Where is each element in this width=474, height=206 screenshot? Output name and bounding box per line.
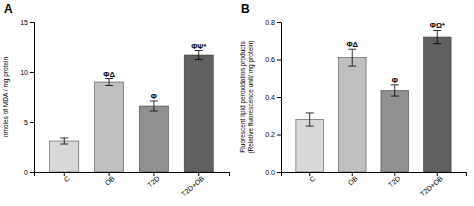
tick-label: 0.0 <box>265 169 275 176</box>
annotations: ΦΔ Φ ΦΨ* <box>103 42 206 102</box>
tick-mark <box>277 60 281 61</box>
bar <box>139 106 168 172</box>
tick-label: 0 <box>24 169 28 176</box>
tick-label: C <box>308 175 316 184</box>
error-bar <box>60 138 68 144</box>
tick-label: T2D <box>387 175 402 189</box>
title: B <box>241 2 250 16</box>
tick-mark <box>30 22 34 23</box>
bar <box>50 141 79 172</box>
tick-label: C <box>63 175 71 184</box>
tick-label: OB <box>347 174 360 186</box>
tick-mark <box>277 22 281 23</box>
tick: C <box>63 172 71 183</box>
error-bar <box>391 85 399 96</box>
tick-mark <box>30 72 34 73</box>
tick: 0.4 <box>265 94 281 101</box>
tick: OB <box>347 172 360 187</box>
plot: 0 5 10 15 C OB T2D T2D+OB ΦΔ Φ ΦΨ* nmoles of MDA / … <box>2 19 230 198</box>
tick: 0.8 <box>265 19 281 26</box>
bar <box>95 82 124 172</box>
tick-label: T2D+OB <box>180 174 206 197</box>
tick: T2D <box>146 172 161 189</box>
tick: 0.0 <box>265 169 281 176</box>
tick: 15 <box>20 19 34 26</box>
bar <box>338 58 366 172</box>
tick: T2D <box>387 172 402 189</box>
tick-label: T2D <box>146 175 161 189</box>
title: A <box>4 2 13 16</box>
y-axis-title-line: Fluorescent lipid peroxidation products <box>239 41 247 153</box>
tick: T2D+OB <box>180 172 206 198</box>
panel: 0.0 0.2 0.4 0.6 0.8 C OB T2D T2D+OB ΦΔ Φ ΦΩ* Fluores… <box>239 2 467 198</box>
error-bar <box>105 79 113 86</box>
tick: 10 <box>20 69 34 76</box>
tick-label: OB <box>104 174 117 186</box>
marks <box>50 51 214 173</box>
tick-label: 10 <box>20 69 28 76</box>
bar <box>423 37 451 172</box>
tick-label: 0.6 <box>265 56 275 63</box>
y-axis: 0 5 10 15 <box>20 19 34 176</box>
error-bar <box>433 30 441 43</box>
tick-mark <box>30 122 34 123</box>
tick-label: T2D+OB <box>419 174 445 197</box>
tick-label: 5 <box>24 119 28 126</box>
plot: 0.0 0.2 0.4 0.6 0.8 C OB T2D T2D+OB ΦΔ Φ ΦΩ* Fluores… <box>239 19 467 198</box>
annotation: ΦΔ <box>103 70 115 79</box>
figure: 0 5 10 15 C OB T2D T2D+OB ΦΔ Φ ΦΨ* nmoles of MDA / … <box>0 0 474 206</box>
y-axis: 0.0 0.2 0.4 0.6 0.8 <box>265 19 281 176</box>
tick: 0.6 <box>265 56 281 63</box>
annotation: ΦΔ <box>346 40 358 49</box>
x-axis: C OB T2D T2D+OB <box>282 172 467 198</box>
tick-mark <box>277 97 281 98</box>
panel: 0 5 10 15 C OB T2D T2D+OB ΦΔ Φ ΦΨ* nmoles of MDA / … <box>2 2 230 198</box>
tick: 0.2 <box>265 131 281 138</box>
error-bar <box>306 113 314 126</box>
annotation: Φ <box>151 92 157 101</box>
tick-label: 15 <box>20 19 28 26</box>
bar <box>296 120 324 173</box>
axis-line <box>277 23 282 173</box>
error-bar <box>150 101 158 111</box>
error-bar <box>348 49 356 66</box>
tick-label: 0.4 <box>265 94 275 101</box>
y-axis-title-line: (Relative fluorescence unit/ mg protein) <box>247 40 255 153</box>
annotations: ΦΔ Φ ΦΩ* <box>346 21 444 84</box>
tick: C <box>308 172 316 183</box>
axis-line <box>30 23 35 173</box>
bar <box>381 90 409 172</box>
tick: 5 <box>24 119 34 126</box>
tick-label: 0.2 <box>265 131 275 138</box>
tick-mark <box>30 172 34 173</box>
tick: OB <box>104 172 117 187</box>
tick: T2D+OB <box>419 172 445 198</box>
x-axis: C OB T2D T2D+OB <box>35 172 230 198</box>
annotation: ΦΩ* <box>430 21 445 30</box>
y-axis-title-line: nmoles of MDA / mg protein <box>2 57 10 138</box>
marks <box>296 30 451 172</box>
tick-mark <box>277 172 281 173</box>
tick-mark <box>277 135 281 136</box>
y-axis-title: Fluorescent lipid peroxidation products(… <box>239 40 255 153</box>
bar <box>184 55 213 172</box>
error-bar <box>195 51 203 60</box>
y-axis-title: nmoles of MDA / mg protein <box>2 57 10 138</box>
annotation: ΦΨ* <box>191 42 206 51</box>
tick: 0 <box>24 169 34 176</box>
tick-label: 0.8 <box>265 19 275 26</box>
annotation: Φ <box>392 76 398 85</box>
